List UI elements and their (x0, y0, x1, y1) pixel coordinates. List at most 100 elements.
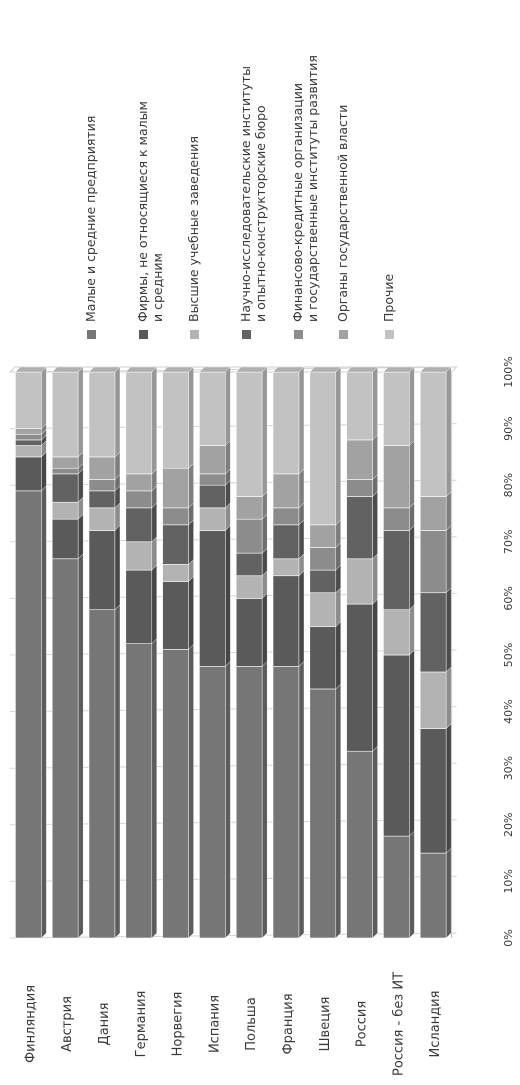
bar-segment-side (225, 366, 231, 447)
bar-segment-side (225, 440, 231, 475)
bar-segment-side (188, 519, 194, 565)
bar-segment (88, 507, 116, 531)
bar-segment (346, 439, 373, 480)
gridline (9, 423, 457, 430)
bar-segment-side (41, 366, 47, 430)
bar-segment (419, 496, 447, 531)
bar-segment (125, 371, 153, 475)
x-tick-label: 40% (502, 699, 515, 723)
x-tick-label: 80% (502, 473, 515, 497)
bar-segment (383, 507, 410, 531)
bar-segment-side (77, 468, 84, 503)
bar-segment (272, 575, 300, 667)
bar-segment (309, 569, 337, 594)
bar-segment (199, 530, 226, 667)
legend-label-line: и государственные институты развития (305, 55, 320, 322)
bar-segment (383, 654, 410, 837)
bar-segment-side (151, 366, 158, 475)
bar-segment (88, 456, 116, 480)
legend-label-line: Фирмы, не относящиеся к малым (135, 101, 150, 322)
bar-segment-side (446, 491, 452, 531)
bar-segment-side (298, 570, 305, 667)
bar-segment (309, 626, 337, 690)
bar-segment (235, 371, 263, 497)
bar-segment (272, 473, 300, 509)
legend-label: Финансово-кредитные организациии государ… (290, 55, 320, 322)
bar-segment (51, 371, 79, 458)
gridline (9, 592, 457, 599)
bar-segment (383, 609, 410, 656)
bar-top-cap (309, 366, 342, 373)
legend-swatch (385, 330, 394, 339)
legend-label-line: Научно-исследовательские институты (238, 66, 253, 322)
bar-segment-side (77, 366, 84, 458)
bar-segment-side (225, 660, 231, 939)
bar-segment (346, 371, 373, 441)
bar-segment (162, 507, 189, 526)
bar-segment (309, 592, 337, 627)
bar-segment (419, 728, 447, 854)
bar-top-cap (198, 366, 231, 373)
bar-segment (199, 666, 226, 939)
bar-segment-side (409, 524, 415, 611)
bar-segment (235, 496, 263, 520)
bar-segment-side (151, 638, 158, 939)
bar-segment-side (409, 604, 415, 656)
x-tick-label: 60% (502, 586, 515, 610)
bar-segment-side (114, 524, 121, 611)
bar-segment (162, 581, 189, 650)
bar-segment (199, 473, 226, 486)
bar-segment-side (372, 366, 378, 441)
legend-label: Прочие (381, 274, 396, 322)
bar-top-cap (125, 366, 158, 373)
bar-segment-side (335, 366, 341, 526)
category-label: Германия (134, 991, 149, 1058)
bar-segment-side (335, 621, 341, 690)
bar-segment-side (409, 366, 415, 447)
gridline (9, 536, 457, 543)
bar-segment (346, 603, 373, 752)
bar-segment-side (262, 513, 268, 554)
bar-segment (199, 484, 226, 509)
bar-segment-side (372, 745, 378, 939)
bar-segment (15, 433, 42, 441)
bar-segment (235, 552, 263, 577)
category-label: Норвегия (171, 992, 186, 1057)
legend-label-line: Прочие (381, 274, 396, 322)
legend-label-line: Высшие учебные заведения (186, 136, 201, 322)
gridline (9, 932, 457, 939)
bar-segment (272, 524, 300, 560)
bar-segment (309, 688, 337, 939)
bar-segment-side (77, 513, 84, 560)
bar-segment-side (446, 723, 452, 854)
bar-segment (383, 445, 410, 509)
bar-segment (51, 501, 79, 520)
bar-segment (88, 371, 116, 458)
bar-segment (419, 671, 447, 729)
bar-segment-side (446, 666, 452, 730)
bar-segment-side (262, 660, 268, 939)
legend-label-line: Малые и средние предприятия (83, 116, 98, 322)
legend-label-line: Органы государственной власти (335, 105, 350, 322)
legend-swatch (339, 330, 348, 339)
x-tick-label: 50% (502, 643, 515, 667)
bar-segment (51, 456, 79, 469)
bar-segment (125, 569, 153, 644)
bar-segment (88, 609, 116, 939)
bar-segment (419, 371, 447, 497)
bar-segment (272, 507, 300, 526)
bar-segment-side (446, 524, 452, 594)
bar-segment (162, 564, 189, 582)
bar-segment-side (335, 683, 341, 939)
bar-segment (419, 530, 447, 594)
bar-segment (383, 530, 410, 611)
bar-segment (419, 592, 447, 673)
category-label: Исландия (428, 991, 443, 1058)
x-tick-label: 10% (502, 869, 515, 893)
gridline (9, 366, 457, 373)
bar-top-cap (382, 366, 415, 373)
x-tick-label: 70% (502, 530, 515, 554)
bar-top-cap (346, 366, 379, 373)
